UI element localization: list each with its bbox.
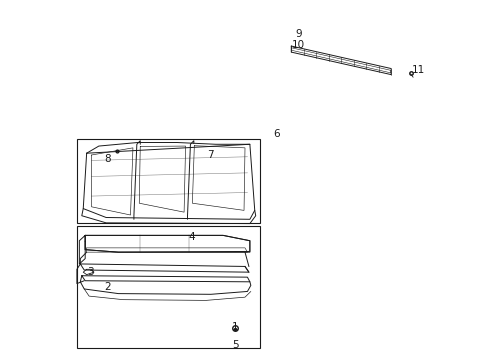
Text: 5: 5 [232, 340, 239, 350]
Bar [77, 139, 260, 223]
Text: 3: 3 [87, 267, 94, 277]
Text: 6: 6 [273, 129, 280, 139]
Text: 1: 1 [232, 322, 239, 332]
Text: 7: 7 [208, 150, 214, 160]
Text: 11: 11 [411, 65, 425, 75]
Text: 10: 10 [292, 40, 305, 50]
Bar [77, 226, 260, 348]
Text: 9: 9 [295, 28, 302, 39]
Text: 8: 8 [104, 154, 111, 163]
Text: 2: 2 [104, 282, 111, 292]
Text: 4: 4 [188, 232, 195, 242]
